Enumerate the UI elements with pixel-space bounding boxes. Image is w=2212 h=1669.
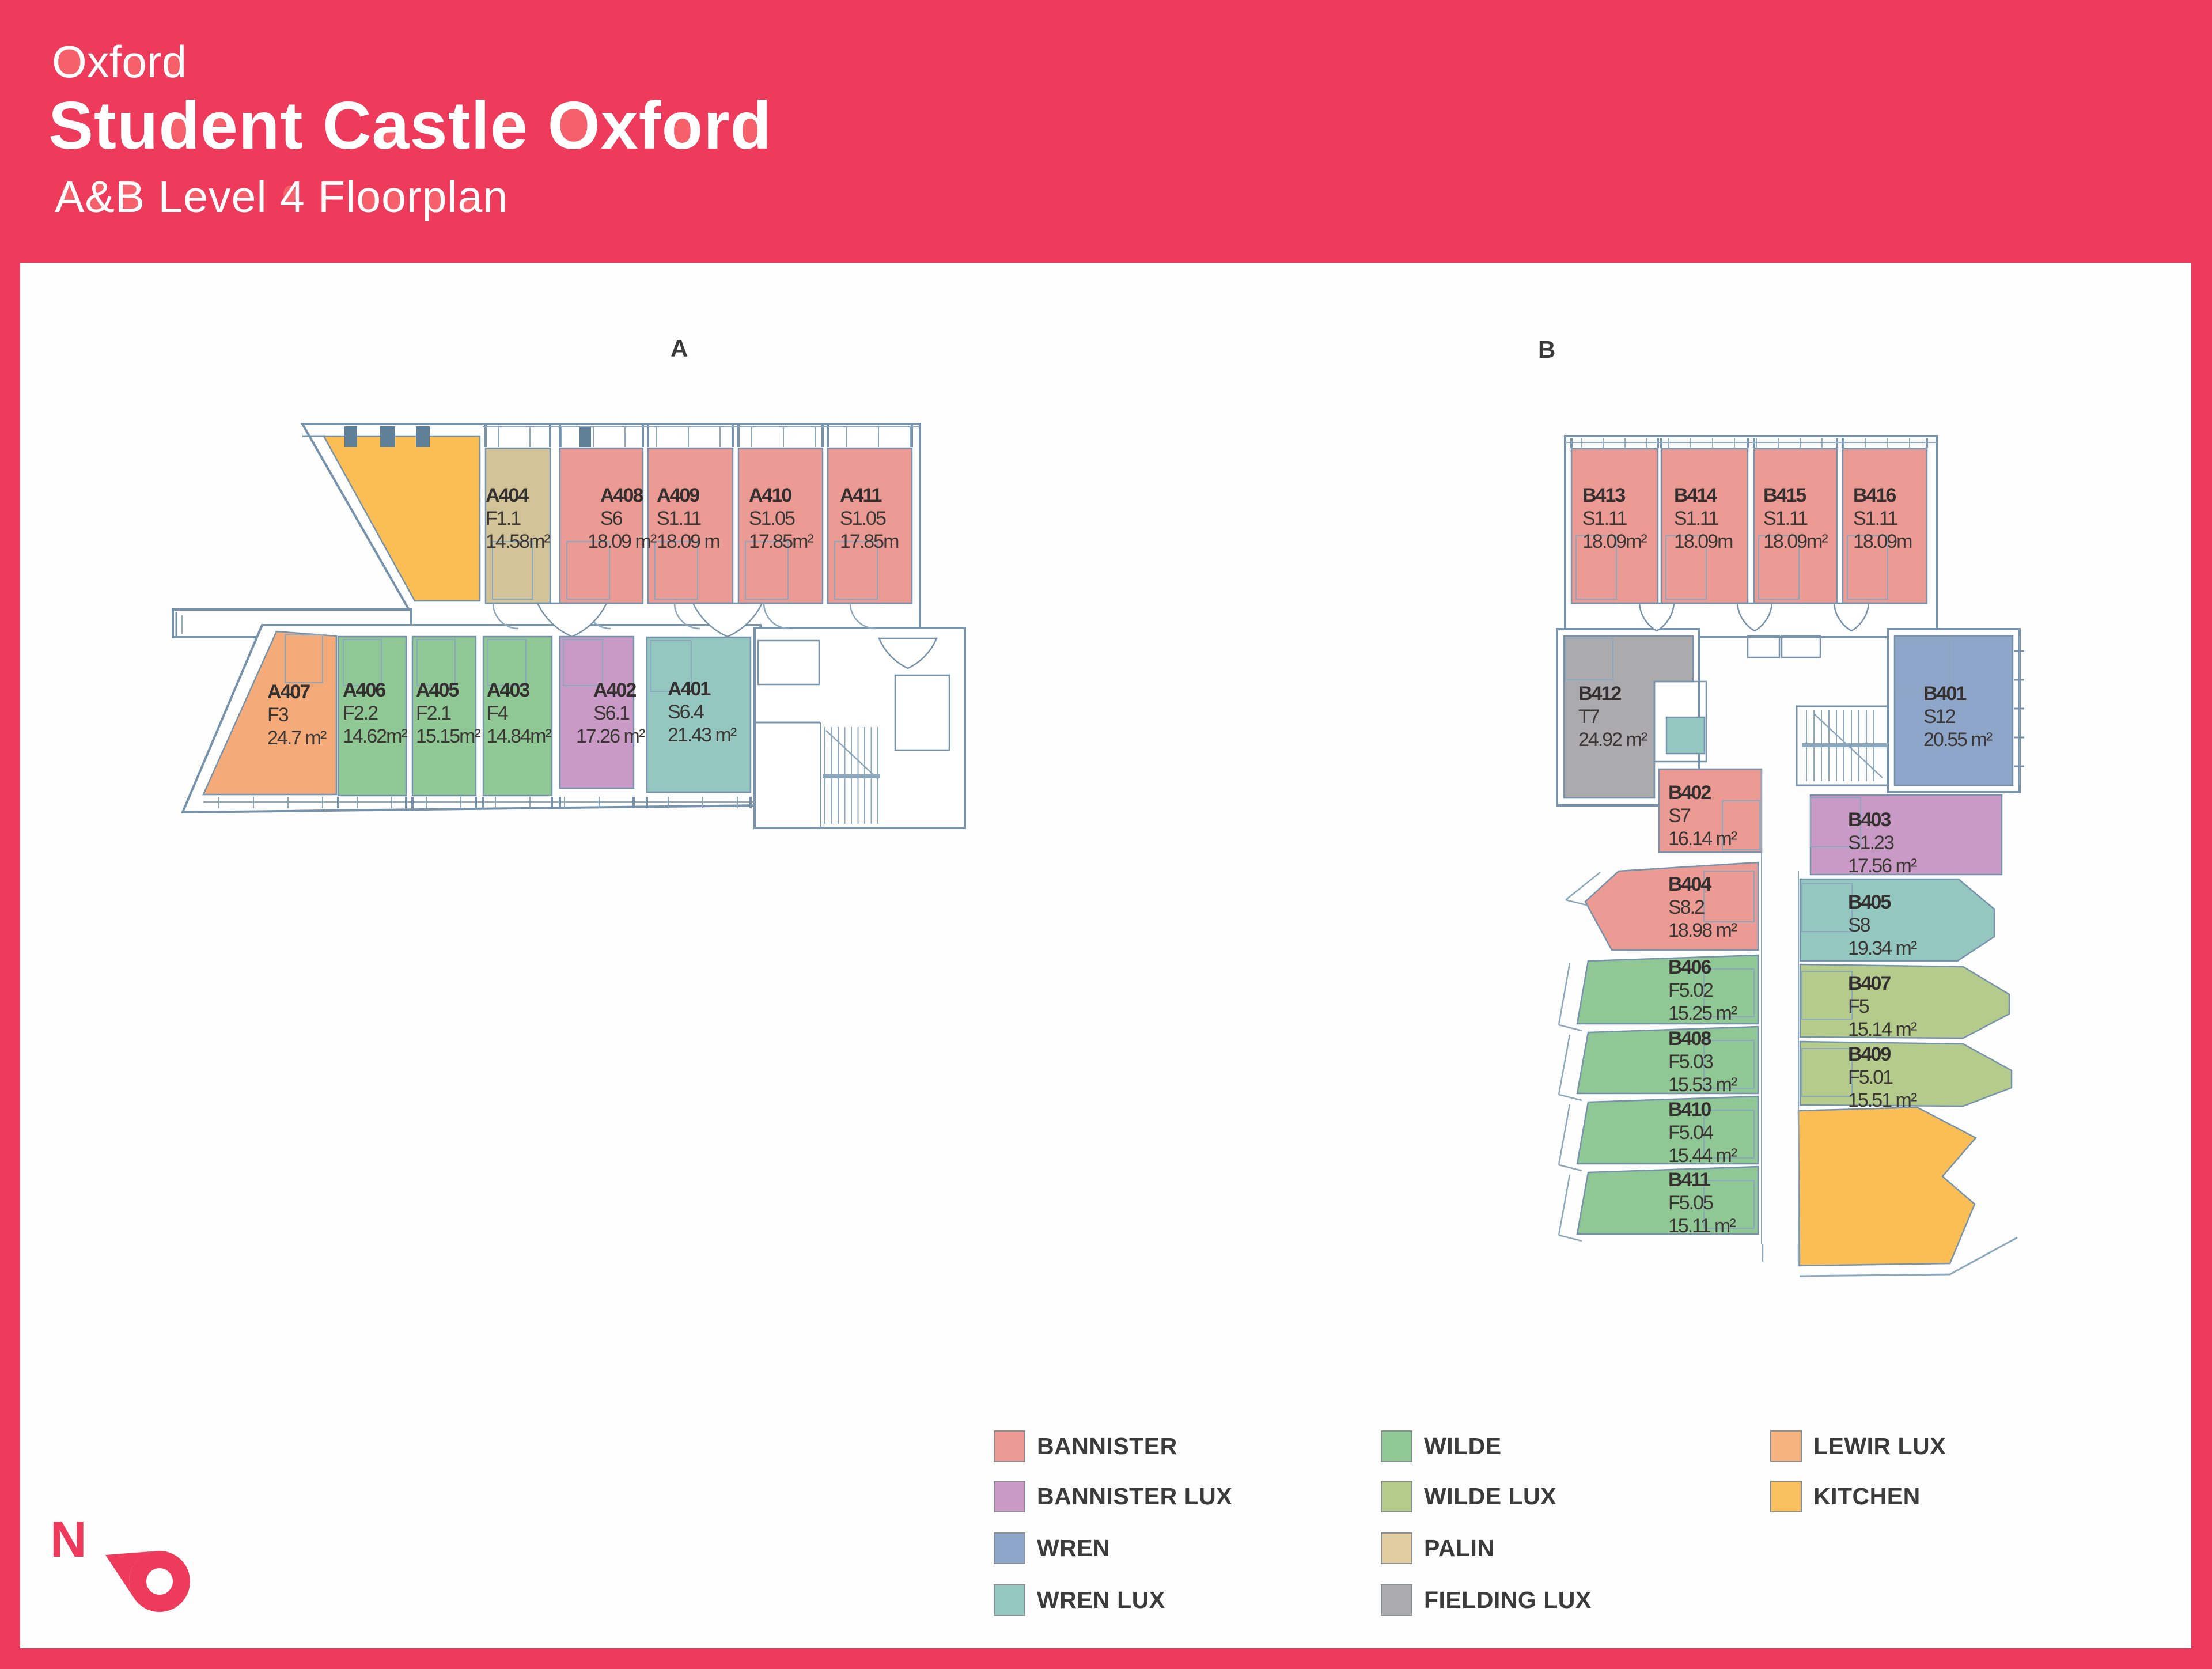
svg-text:S6: S6 bbox=[600, 508, 623, 529]
svg-text:18.09 m²: 18.09 m² bbox=[588, 531, 657, 552]
svg-text:B403: B403 bbox=[1848, 809, 1891, 831]
svg-text:18.09m²: 18.09m² bbox=[1582, 531, 1647, 552]
svg-text:17.26 m²: 17.26 m² bbox=[576, 725, 645, 747]
svg-text:18.09m²: 18.09m² bbox=[1763, 531, 1828, 552]
svg-text:F3: F3 bbox=[267, 704, 289, 726]
svg-text:A403: A403 bbox=[487, 679, 529, 701]
svg-text:S7: S7 bbox=[1668, 805, 1691, 827]
svg-text:19.34 m²: 19.34 m² bbox=[1848, 937, 1917, 959]
svg-text:15.15m²: 15.15m² bbox=[416, 725, 480, 747]
svg-text:18.09 m: 18.09 m bbox=[657, 531, 720, 552]
svg-text:F2.2: F2.2 bbox=[343, 702, 378, 724]
svg-text:A405: A405 bbox=[416, 679, 459, 701]
svg-text:A401: A401 bbox=[668, 678, 710, 700]
svg-text:16.14 m²: 16.14 m² bbox=[1668, 828, 1737, 850]
svg-text:T7: T7 bbox=[1578, 706, 1600, 728]
svg-text:S1.11: S1.11 bbox=[1582, 508, 1627, 529]
svg-text:B411: B411 bbox=[1668, 1169, 1710, 1191]
svg-text:F5.04: F5.04 bbox=[1668, 1122, 1713, 1144]
svg-text:18.09m: 18.09m bbox=[1674, 531, 1733, 552]
svg-text:F5: F5 bbox=[1848, 996, 1869, 1017]
svg-text:15.11 m²: 15.11 m² bbox=[1668, 1215, 1736, 1237]
svg-text:F4: F4 bbox=[487, 702, 508, 724]
svg-text:F5.01: F5.01 bbox=[1848, 1066, 1893, 1088]
svg-text:S8.2: S8.2 bbox=[1668, 896, 1705, 918]
svg-text:F5.02: F5.02 bbox=[1668, 979, 1713, 1001]
svg-text:A407: A407 bbox=[267, 681, 310, 703]
svg-text:B405: B405 bbox=[1848, 891, 1891, 913]
svg-text:21.43 m²: 21.43 m² bbox=[668, 724, 737, 746]
svg-text:B404: B404 bbox=[1668, 873, 1711, 895]
svg-text:S1.05: S1.05 bbox=[749, 508, 795, 529]
svg-text:B410: B410 bbox=[1668, 1099, 1711, 1121]
svg-text:A410: A410 bbox=[749, 485, 791, 506]
svg-text:B402: B402 bbox=[1668, 782, 1711, 804]
svg-text:A409: A409 bbox=[657, 485, 699, 506]
svg-text:S6.4: S6.4 bbox=[668, 701, 704, 723]
svg-text:B409: B409 bbox=[1848, 1043, 1891, 1065]
svg-text:18.09m: 18.09m bbox=[1853, 531, 1912, 552]
svg-text:S1.11: S1.11 bbox=[1674, 508, 1718, 529]
svg-text:17.56 m²: 17.56 m² bbox=[1848, 855, 1917, 877]
svg-text:15.51 m²: 15.51 m² bbox=[1848, 1089, 1917, 1111]
svg-text:B401: B401 bbox=[1923, 683, 1966, 705]
svg-text:S6.1: S6.1 bbox=[593, 702, 630, 724]
svg-text:24.7 m²: 24.7 m² bbox=[267, 727, 327, 749]
svg-text:F2.1: F2.1 bbox=[416, 702, 451, 724]
svg-text:14.62m²: 14.62m² bbox=[343, 725, 407, 747]
svg-text:S1.11: S1.11 bbox=[657, 508, 701, 529]
svg-text:S1.05: S1.05 bbox=[840, 508, 886, 529]
svg-text:A411: A411 bbox=[840, 485, 881, 506]
svg-text:S1.11: S1.11 bbox=[1853, 508, 1897, 529]
svg-text:17.85m: 17.85m bbox=[840, 531, 899, 552]
svg-text:17.85m²: 17.85m² bbox=[749, 531, 813, 552]
svg-text:B415: B415 bbox=[1763, 485, 1806, 506]
svg-text:24.92 m²: 24.92 m² bbox=[1578, 729, 1647, 751]
svg-text:B414: B414 bbox=[1674, 485, 1717, 506]
svg-text:B408: B408 bbox=[1668, 1028, 1711, 1050]
svg-text:A404: A404 bbox=[486, 485, 529, 506]
svg-text:F1.1: F1.1 bbox=[486, 508, 521, 529]
svg-text:S1.11: S1.11 bbox=[1763, 508, 1808, 529]
svg-text:S12: S12 bbox=[1923, 706, 1956, 728]
svg-text:F5.03: F5.03 bbox=[1668, 1051, 1713, 1073]
svg-text:20.55 m²: 20.55 m² bbox=[1923, 729, 1993, 751]
svg-text:14.58m²: 14.58m² bbox=[486, 531, 550, 552]
svg-text:15.53 m²: 15.53 m² bbox=[1668, 1074, 1737, 1096]
svg-text:15.44 m²: 15.44 m² bbox=[1668, 1145, 1737, 1167]
svg-text:S1.23: S1.23 bbox=[1848, 832, 1894, 854]
svg-text:15.14 m²: 15.14 m² bbox=[1848, 1019, 1917, 1040]
svg-text:A406: A406 bbox=[343, 679, 385, 701]
svg-text:14.84m²: 14.84m² bbox=[487, 725, 551, 747]
svg-text:B412: B412 bbox=[1578, 683, 1621, 705]
svg-text:A408: A408 bbox=[600, 485, 643, 506]
svg-text:A402: A402 bbox=[593, 679, 636, 701]
svg-text:S8: S8 bbox=[1848, 914, 1870, 936]
svg-text:B406: B406 bbox=[1668, 956, 1711, 978]
svg-text:15.25 m²: 15.25 m² bbox=[1668, 1002, 1737, 1024]
svg-text:F5.05: F5.05 bbox=[1668, 1192, 1713, 1214]
svg-text:18.98 m²: 18.98 m² bbox=[1668, 919, 1737, 941]
svg-text:B413: B413 bbox=[1582, 485, 1625, 506]
svg-text:B407: B407 bbox=[1848, 972, 1891, 994]
svg-text:B416: B416 bbox=[1853, 485, 1896, 506]
